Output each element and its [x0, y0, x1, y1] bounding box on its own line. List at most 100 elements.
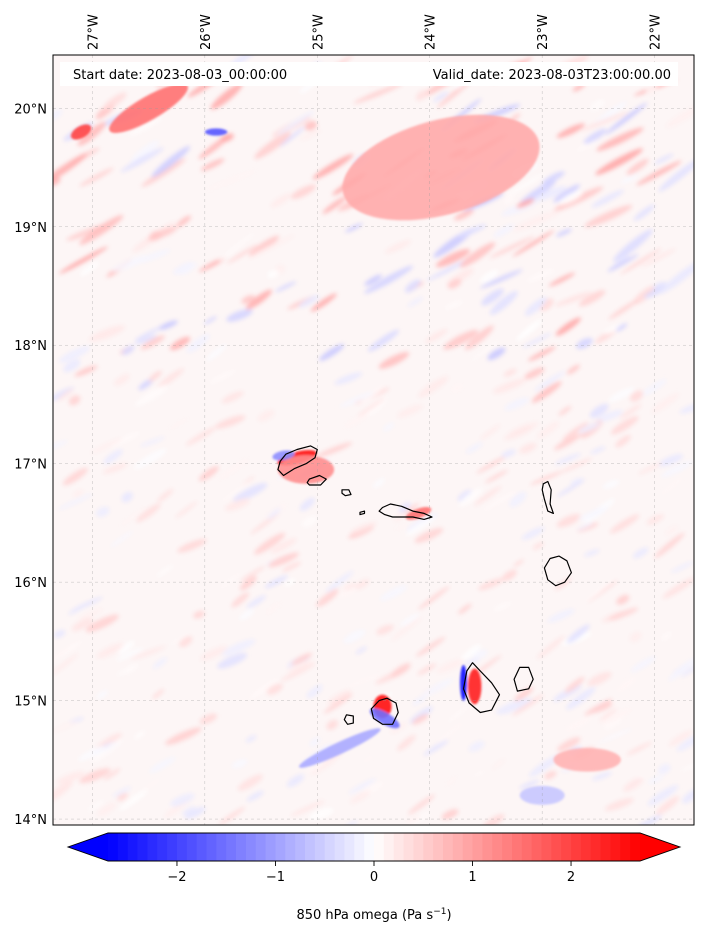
- island-coastline: [462, 662, 501, 714]
- field-noise-mark: [91, 738, 123, 763]
- field-noise-mark: [608, 299, 639, 320]
- field-noise-mark: [406, 815, 421, 825]
- field-noise-mark: [503, 368, 517, 377]
- map-frame: [52, 54, 695, 826]
- field-noise-mark: [90, 437, 123, 454]
- field-noise-mark: [629, 631, 642, 642]
- colorbar-cell: [502, 833, 513, 861]
- field-noise-mark: [355, 646, 367, 655]
- island-coastline: [341, 489, 352, 497]
- island-coastline: [370, 697, 399, 725]
- field-noise-mark: [594, 101, 628, 126]
- lon-tick-label: 23°W: [536, 14, 551, 50]
- field-noise-mark: [620, 173, 639, 184]
- field-noise-mark: [344, 412, 369, 429]
- field-noise-mark: [316, 588, 339, 607]
- field-noise-mark: [584, 577, 615, 603]
- field-noise-mark: [676, 733, 694, 752]
- field-noise-mark: [142, 777, 162, 791]
- field-noise-mark: [74, 365, 98, 377]
- field-noise-mark: [648, 775, 664, 784]
- field-noise-mark: [539, 298, 554, 311]
- field-noise-mark: [473, 485, 502, 506]
- field-noise-mark: [248, 677, 280, 700]
- field-hotspots: [70, 83, 621, 805]
- field-noise-mark: [246, 289, 272, 310]
- field-noise-mark: [68, 602, 88, 615]
- field-noise-mark: [476, 455, 507, 474]
- field-noise-mark: [587, 580, 618, 602]
- field-noise-mark: [565, 716, 593, 732]
- field-noise-mark: [337, 587, 357, 599]
- field-noise-mark: [175, 501, 198, 519]
- field-noise-mark: [417, 663, 437, 676]
- field-noise-mark: [557, 737, 581, 752]
- field-noise-mark: [599, 708, 618, 721]
- field-noise-mark: [646, 514, 664, 525]
- island-coastline: [343, 714, 354, 725]
- field-noise-mark: [219, 572, 242, 589]
- field-noise-mark: [489, 290, 518, 315]
- field-noise-mark: [435, 249, 471, 268]
- field-noise-mark: [157, 368, 185, 388]
- field-hotspot: [204, 128, 228, 136]
- colorbar-cell: [344, 833, 355, 861]
- field-noise-mark: [361, 754, 376, 764]
- field-noise-mark: [555, 317, 581, 336]
- field-noise-mark: [468, 741, 485, 752]
- field-noise-mark: [130, 646, 167, 660]
- field-noise-mark: [680, 763, 694, 771]
- colorbar-cell: [521, 833, 533, 861]
- field-noise-mark: [220, 133, 234, 143]
- field-noise-mark: [208, 369, 237, 384]
- field-noise-mark: [660, 460, 694, 478]
- field-noise-mark: [72, 489, 84, 498]
- field-noise-mark: [492, 378, 527, 394]
- colorbar-cell: [186, 833, 198, 861]
- field-noise-mark: [379, 585, 408, 601]
- field-noise-mark: [221, 639, 256, 656]
- field-noise-mark: [156, 564, 174, 577]
- colorbar-cell: [285, 833, 296, 861]
- field-noise-mark: [536, 635, 565, 659]
- field-noise-mark: [447, 704, 470, 723]
- field-noise-mark: [516, 198, 535, 208]
- field-noise-mark: [513, 559, 524, 567]
- field-noise-mark: [180, 262, 197, 275]
- field-noise-mark: [135, 334, 157, 345]
- field-noise-mark: [159, 320, 178, 330]
- field-noise-mark: [109, 530, 134, 548]
- field-noise-mark: [276, 110, 315, 136]
- field-noise-mark: [281, 561, 302, 572]
- colorbar-cell: [452, 833, 464, 861]
- lat-tick-label: 18°N: [14, 339, 47, 354]
- field-noise-mark: [184, 806, 206, 819]
- field-hotspot: [298, 728, 381, 768]
- field-noise-mark: [481, 288, 504, 306]
- field-noise-mark: [404, 502, 420, 515]
- field-noise-mark: [176, 215, 192, 228]
- field-noise-mark: [447, 278, 462, 289]
- field-noise-mark: [149, 756, 176, 773]
- colorbar-cell: [216, 833, 227, 861]
- field-noise-mark: [268, 552, 299, 568]
- colorbar-cell: [206, 833, 217, 861]
- field-noise-mark: [298, 295, 320, 308]
- field-noise-mark: [79, 167, 114, 187]
- field-noise-mark: [77, 121, 107, 146]
- colorbar-cell: [580, 833, 592, 861]
- field-noise-mark: [315, 442, 353, 458]
- field-noise-mark: [559, 190, 583, 205]
- colorbar-cell: [295, 833, 306, 861]
- field-noise-mark: [179, 636, 193, 648]
- field-noise-mark: [343, 629, 366, 644]
- field-hotspot: [277, 455, 335, 484]
- lat-tick-label: 14°N: [14, 813, 47, 828]
- field-noise-mark: [290, 184, 317, 200]
- field-noise-mark: [605, 102, 648, 135]
- field-noise-mark: [458, 487, 483, 507]
- island-coastline: [378, 503, 433, 521]
- field-noise-mark: [58, 346, 91, 363]
- field-noise-mark: [493, 224, 514, 238]
- field-noise-mark: [136, 503, 161, 523]
